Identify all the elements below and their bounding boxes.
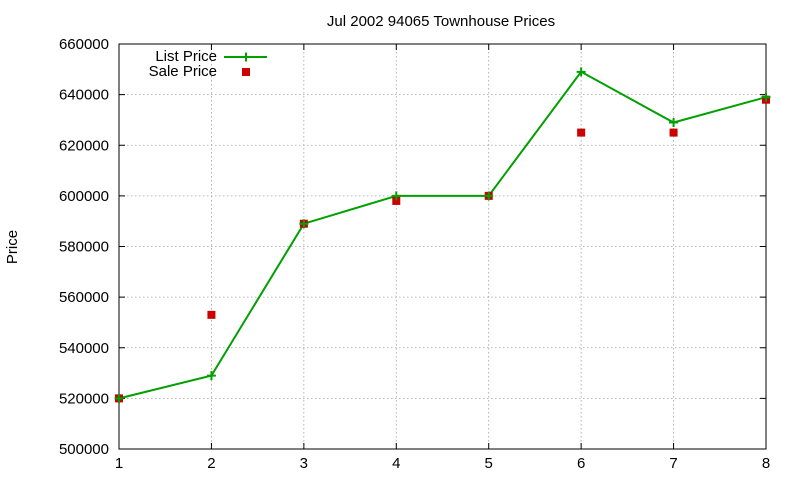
x-tick-label: 3 (300, 455, 308, 472)
list-price-point (206, 371, 216, 381)
y-tick-label: 500000 (59, 441, 109, 458)
series-layer (114, 67, 771, 403)
list-price-point (576, 67, 586, 77)
legend-label-sale-price: Sale Price (149, 63, 217, 80)
y-tick-label: 600000 (59, 188, 109, 205)
list-price-point (761, 92, 771, 102)
y-tick-label: 580000 (59, 239, 109, 256)
list-price-line (118, 70, 767, 400)
sale-price-point (669, 128, 678, 137)
legend: List Price Sale Price (149, 48, 267, 80)
y-tick-label: 660000 (59, 36, 109, 53)
chart-title: Jul 2002 94065 Townhouse Prices (327, 13, 555, 30)
sale-price-point (207, 310, 216, 319)
sale-price-point (577, 128, 586, 137)
list-price-point (391, 191, 401, 201)
x-tick-label: 8 (762, 455, 770, 472)
x-tick-label: 7 (669, 455, 677, 472)
y-axis-label: Price (4, 230, 21, 264)
sale-price-point (392, 196, 401, 205)
x-tick-label: 1 (115, 455, 123, 472)
y-tick-label: 560000 (59, 289, 109, 306)
x-tick-label: 5 (485, 455, 493, 472)
legend-marker-sale-price (242, 68, 250, 76)
y-tick-label: 620000 (59, 137, 109, 154)
y-tick-label: 520000 (59, 390, 109, 407)
list-price-point (484, 191, 494, 201)
list-price-point (669, 117, 679, 127)
x-tick-label: 2 (207, 455, 215, 472)
legend-marker-list-price (241, 52, 251, 62)
legend-label-list-price: List Price (155, 48, 217, 65)
grid-lines (119, 44, 766, 449)
list-price-point (114, 393, 124, 403)
y-tick-label: 540000 (59, 340, 109, 357)
axis-ticks: 500000 520000 540000 560000 580000 600000 6200… (59, 36, 770, 472)
x-tick-label: 6 (577, 455, 585, 472)
y-tick-label: 640000 (59, 87, 109, 104)
x-tick-label: 4 (392, 455, 400, 472)
list-price-point (299, 219, 309, 229)
